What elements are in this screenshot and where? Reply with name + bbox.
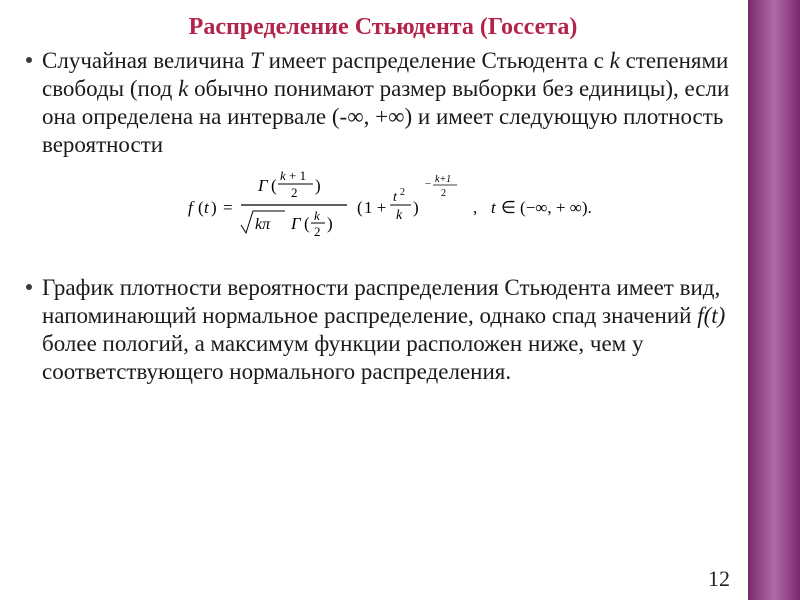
var-ft: f(t) [697,303,725,328]
t2: t [393,190,398,205]
var-k: k [610,48,620,73]
plus1: + 1 [289,168,306,183]
two-b: 2 [314,224,321,239]
two-c: 2 [441,188,446,199]
lp3: ( [357,198,363,217]
lp2: ( [304,214,310,233]
sidebar-decoration [748,0,800,600]
var-k2: k [178,76,188,101]
formula-svg: f ( t ) = Γ ( k + 1 2 ) [133,163,633,247]
k-top: k [280,168,286,183]
k-den: k [396,208,403,223]
eq: = [223,198,233,217]
text: более пологий, а максимум функции распол… [42,331,643,384]
oneplus: 1 + [364,198,386,217]
bullet-list-2: График плотности вероятности распределен… [24,274,742,386]
f: f [188,198,195,217]
lp1: ( [271,176,277,195]
var-T: T [250,48,263,73]
sq: 2 [400,187,405,198]
bullet-item-2: График плотности вероятности распределен… [24,274,742,386]
Gamma-bot: Γ [290,214,302,233]
page-number: 12 [708,566,730,592]
rp2: ) [327,214,333,233]
rparen: ) [211,198,217,217]
slide: Распределение Стьюдента (Госсета) Случай… [0,0,800,600]
slide-title: Распределение Стьюдента (Госсета) [24,14,742,41]
kplus1: k+1 [435,174,451,185]
formula-block: f ( t ) = Γ ( k + 1 2 ) [24,163,742,252]
kpi: kπ [255,216,271,233]
rp1: ) [315,176,321,195]
t: t [204,198,210,217]
text: Случайная величина [42,48,250,73]
text: имеет распределение Стьюдента с [263,48,610,73]
comma: , [473,198,477,217]
bullet-list: Случайная величина T имеет распределение… [24,47,742,159]
two-a: 2 [291,185,298,200]
bullet-item-1: Случайная величина T имеет распределение… [24,47,742,159]
t-in: ∈ (−∞, + ∞). [501,198,592,217]
t-in-var: t [491,198,497,217]
slide-content: Распределение Стьюдента (Госсета) Случай… [0,0,748,600]
text: График плотности вероятности распределен… [42,275,720,328]
spacer [24,262,742,274]
rp3: ) [413,198,419,217]
k-bot: k [314,208,320,223]
Gamma-top: Γ [257,176,269,195]
minus: − [425,178,431,190]
